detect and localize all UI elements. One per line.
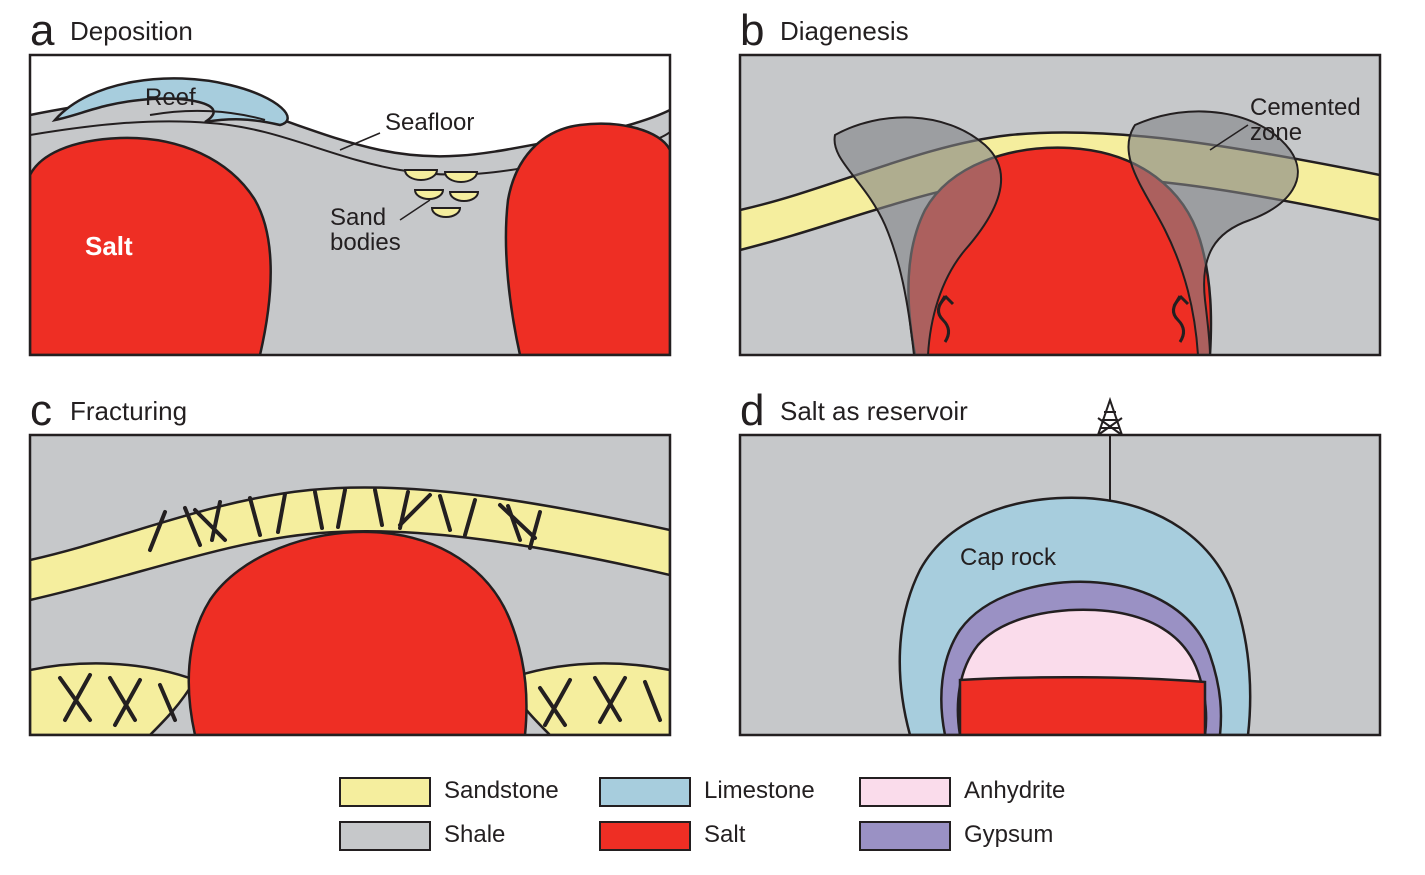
panel-c-title: Fracturing: [70, 396, 187, 426]
label-seafloor: Seafloor: [385, 109, 474, 136]
legend-swatch-gypsum: [860, 822, 950, 850]
legend-swatch-shale: [340, 822, 430, 850]
legend-swatch-sandstone: [340, 778, 430, 806]
label-caprock: Cap rock: [960, 544, 1057, 571]
legend-label-anhydrite: Anhydrite: [964, 777, 1065, 804]
label-cemented1: Cemented: [1250, 94, 1361, 121]
legend: Sandstone Shale Limestone Salt Anhydrite Gyps…: [340, 777, 1065, 850]
legend-label-shale: Shale: [444, 821, 505, 848]
legend-swatch-salt: [600, 822, 690, 850]
legend-swatch-limestone: [600, 778, 690, 806]
legend-swatch-anhydrite: [860, 778, 950, 806]
label-sand2: bodies: [330, 229, 401, 256]
panel-d-letter: d: [740, 386, 764, 435]
label-reef: Reef: [145, 84, 196, 111]
legend-label-salt: Salt: [704, 821, 746, 848]
panel-c: c Fracturing: [30, 386, 670, 735]
legend-label-sandstone: Sandstone: [444, 777, 559, 804]
panel-c-letter: c: [30, 386, 52, 435]
label-sand1: Sand: [330, 204, 386, 231]
panel-d-title: Salt as reservoir: [780, 396, 968, 426]
panel-a-title: Deposition: [70, 16, 193, 46]
label-cemented2: zone: [1250, 119, 1302, 146]
panel-a: a Deposition: [30, 6, 670, 355]
label-salt: Salt: [85, 231, 133, 261]
legend-label-limestone: Limestone: [704, 777, 815, 804]
panel-b-title: Diagenesis: [780, 16, 909, 46]
legend-label-gypsum: Gypsum: [964, 821, 1053, 848]
panel-d: d Salt as reservoir Cap rock: [740, 386, 1380, 735]
panel-b: b Diagenesis Cemented zone: [740, 6, 1380, 355]
panel-a-salt-right: [506, 124, 670, 355]
figure-root: a Deposition: [0, 0, 1425, 875]
panel-b-letter: b: [740, 6, 764, 55]
panel-a-letter: a: [30, 6, 55, 55]
panel-d-salt: [960, 677, 1205, 735]
